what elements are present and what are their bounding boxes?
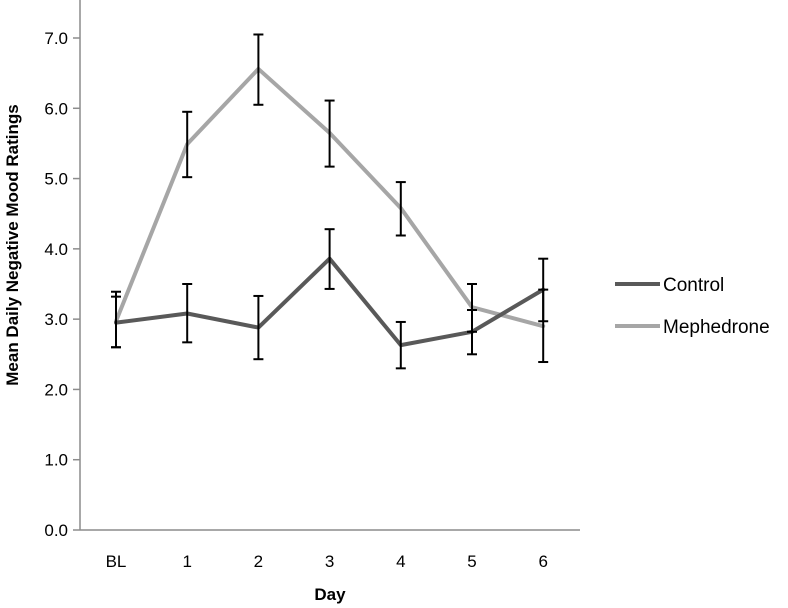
y-tick-label: 4.0 [44, 240, 68, 259]
x-tick-label: 1 [182, 552, 191, 571]
x-tick-label: 4 [396, 552, 405, 571]
y-tick-labels: 0.0 1.0 2.0 3.0 4.0 5.0 6.0 7.0 [44, 29, 80, 540]
y-tick-label: 1.0 [44, 451, 68, 470]
error-bar-mephedrone [182, 110, 193, 179]
error-bar-mephedrone [324, 99, 335, 168]
x-tick-label: BL [106, 552, 127, 571]
x-tick-label: 5 [467, 552, 476, 571]
y-tick-label: 2.0 [44, 380, 68, 399]
legend-item-mephedrone: Mephedrone [615, 317, 770, 338]
axes [79, 0, 580, 531]
x-tick-labels: BL 1 2 3 4 5 6 [106, 552, 548, 571]
x-tick-label: 2 [254, 552, 263, 571]
error-bar-mephedrone [395, 181, 406, 237]
legend-item-control: Control [615, 275, 724, 296]
y-tick-label: 3.0 [44, 310, 68, 329]
error-bar-mephedrone [538, 288, 549, 364]
y-tick-label: 7.0 [44, 29, 68, 48]
x-tick-label: 6 [538, 552, 547, 571]
legend-label-control: Control [663, 275, 724, 296]
y-tick-label: 6.0 [44, 99, 68, 118]
error-bar-mephedrone [111, 290, 121, 349]
error-bar-mephedrone [253, 33, 264, 106]
error-bar-control [182, 283, 193, 344]
error-bar-mephedrone [467, 283, 477, 333]
error-bar-control [253, 294, 264, 361]
error-bar-control [395, 320, 406, 370]
error-bars [111, 33, 549, 370]
y-axis-title: Mean Daily Negative Mood Ratings [3, 104, 22, 386]
y-tick-label: 5.0 [44, 170, 68, 189]
legend: Control Mephedrone [615, 275, 770, 338]
error-bar-control [324, 228, 335, 290]
y-tick-label: 0.0 [44, 521, 68, 540]
x-axis-title: Day [314, 585, 346, 604]
legend-label-mephedrone: Mephedrone [663, 317, 770, 338]
x-tick-label: 3 [325, 552, 334, 571]
